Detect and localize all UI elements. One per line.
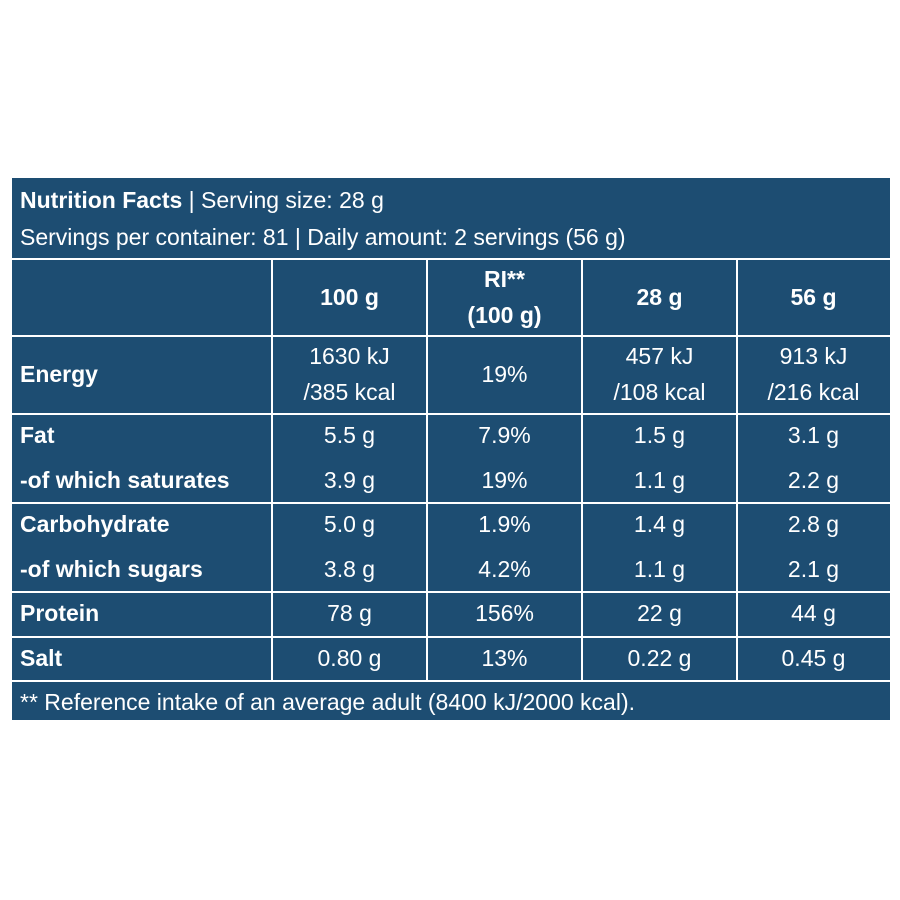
text-line: 2.8 g xyxy=(787,511,840,538)
row-label: -of which sugars xyxy=(20,555,203,582)
rule xyxy=(12,502,890,504)
text-line: 19% xyxy=(481,361,528,387)
column-header: RI** (100 g) xyxy=(427,258,582,335)
value-cell: 156% xyxy=(427,591,582,636)
text-line: 0.80 g xyxy=(317,644,382,671)
value-cell: 3.8 g xyxy=(272,547,427,592)
text-line: (100 g) xyxy=(467,301,542,328)
rule xyxy=(271,258,273,680)
column-header: 100 g xyxy=(272,258,427,335)
value-cell: 78 g xyxy=(272,591,427,636)
text-line: 7.9% xyxy=(478,422,531,449)
text-line: 5.0 g xyxy=(323,511,376,538)
text-line: 156% xyxy=(475,600,534,627)
text-line: /216 kcal xyxy=(767,379,860,405)
text-line: 13% xyxy=(481,644,528,671)
text-line: 3.9 g xyxy=(323,466,376,493)
text-line: 3.8 g xyxy=(323,555,376,582)
rule xyxy=(581,258,583,680)
text-line: 1.4 g xyxy=(633,511,686,538)
rule xyxy=(736,258,738,680)
text-line: 0.22 g xyxy=(627,644,692,671)
text-line: 78 g xyxy=(327,600,372,627)
text-line: /385 kcal xyxy=(303,379,396,405)
text-line: 3.1 g xyxy=(787,422,840,449)
value-cell: 1.4 g xyxy=(582,502,737,547)
value-cell: 22 g xyxy=(582,591,737,636)
value-cell: 19% xyxy=(427,335,582,413)
value-cell: 2.8 g xyxy=(737,502,890,547)
value-cell: 2.1 g xyxy=(737,547,890,592)
row-label: Carbohydrate xyxy=(20,511,170,538)
text-line: 100 g xyxy=(320,283,379,310)
rule xyxy=(12,258,890,260)
value-cell: 1630 kJ/385 kcal xyxy=(272,335,427,413)
text-line: 1.5 g xyxy=(633,422,686,449)
value-cell: 1.1 g xyxy=(582,458,737,503)
text-line: /108 kcal xyxy=(613,379,706,405)
text-line: 457 kJ xyxy=(625,343,694,369)
text-line: 913 kJ xyxy=(779,343,848,369)
text-line: 1.1 g xyxy=(633,466,686,493)
row-label: Fat xyxy=(20,422,55,449)
value-cell: 1.1 g xyxy=(582,547,737,592)
header-line1: Nutrition Facts | Serving size: 28 g xyxy=(20,182,384,218)
row-label: Salt xyxy=(20,644,63,671)
rule xyxy=(12,635,890,638)
row-label: Energy xyxy=(20,361,98,387)
column-header: 56 g xyxy=(737,258,890,335)
value-cell: 3.1 g xyxy=(737,413,890,458)
text-line: 1630 kJ xyxy=(309,343,390,369)
value-cell: 0.80 g xyxy=(272,636,427,681)
row-label: -of which saturates xyxy=(20,466,230,493)
serving: | Serving size: 28 g xyxy=(182,187,384,213)
rule xyxy=(12,680,890,682)
nutrition-panel: Nutrition Facts | Serving size: 28 g Ser… xyxy=(12,178,890,720)
value-cell: 1.5 g xyxy=(582,413,737,458)
value-cell: 19% xyxy=(427,458,582,503)
rule xyxy=(12,335,890,337)
text-line: 1.9% xyxy=(478,511,531,538)
value-cell: 0.22 g xyxy=(582,636,737,681)
text-line: 0.45 g xyxy=(781,644,846,671)
value-cell: 913 kJ/216 kcal xyxy=(737,335,890,413)
value-cell: 2.2 g xyxy=(737,458,890,503)
value-cell: 1.9% xyxy=(427,502,582,547)
value-cell: 5.0 g xyxy=(272,502,427,547)
value-cell: 44 g xyxy=(737,591,890,636)
rule xyxy=(12,413,890,415)
rule xyxy=(12,591,890,593)
header-line2: Servings per container: 81 | Daily amoun… xyxy=(20,224,626,250)
text-line: 2.2 g xyxy=(787,466,840,493)
value-cell: 13% xyxy=(427,636,582,681)
text-line: 5.5 g xyxy=(323,422,376,449)
column-header: 28 g xyxy=(582,258,737,335)
row-label: Protein xyxy=(20,600,100,627)
text-line: 2.1 g xyxy=(787,555,840,582)
text-line: 1.1 g xyxy=(633,555,686,582)
text-line: 56 g xyxy=(790,283,837,310)
title: Nutrition Facts xyxy=(20,187,183,213)
value-cell: 0.45 g xyxy=(737,636,890,681)
text-line: 19% xyxy=(481,466,528,493)
value-cell: 3.9 g xyxy=(272,458,427,503)
rule xyxy=(426,258,428,680)
value-cell: 4.2% xyxy=(427,547,582,592)
text-line: 4.2% xyxy=(478,555,531,582)
footer: ** Reference intake of an average adult … xyxy=(20,689,635,715)
text-line: RI** xyxy=(484,265,525,292)
value-cell: 5.5 g xyxy=(272,413,427,458)
text-line: 28 g xyxy=(636,283,683,310)
text-line: 22 g xyxy=(637,600,682,627)
value-cell: 457 kJ/108 kcal xyxy=(582,335,737,413)
value-cell: 7.9% xyxy=(427,413,582,458)
text-line: 44 g xyxy=(791,600,836,627)
